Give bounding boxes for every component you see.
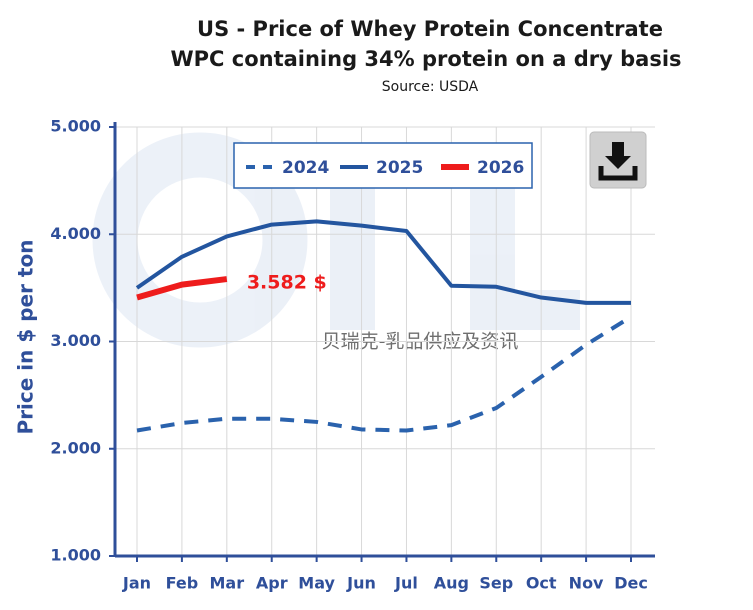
y-tick-label: 2.000 [50,438,101,457]
chart-subtitle: WPC containing 34% protein on a dry basi… [170,47,681,71]
series-line [136,276,228,301]
x-tick-label: Aug [434,574,469,593]
series-line [136,315,633,433]
x-tick-label: Apr [256,574,288,593]
x-tick-label: May [298,574,335,593]
download-tray[interactable] [598,166,638,181]
y-tick-label: 3.000 [50,331,101,350]
legend: 2024 2025 2026 [233,142,533,189]
x-tick-label: Dec [614,574,648,593]
legend-label: 2026 [477,158,524,178]
chart-title: US - Price of Whey Protein Concentrate [197,17,663,41]
source: Source: USDA [382,79,479,95]
y-tick-label: 5.000 [50,117,101,136]
x-tick-label: Nov [569,574,604,593]
legend-label: 2024 [282,158,329,178]
y-tick-label: 4.000 [50,224,101,243]
series-line [135,219,631,305]
download-button[interactable] [589,131,647,189]
legend-label: 2025 [376,158,423,178]
x-tick-label: Jun [346,574,376,593]
x-tick-label: Mar [210,574,245,593]
x-tick-label: Jan [122,574,151,593]
y-axis-label: Price in $ per ton [14,240,38,435]
x-tick-label: Jul [394,574,418,593]
data-label: 3.582 $ [247,272,327,294]
x-tick-label: Oct [526,574,557,593]
y-tick-label: 1.000 [50,546,101,565]
download-icon[interactable] [605,142,631,169]
legend-box [233,142,533,189]
x-tick-label: Feb [166,574,199,593]
x-tick-label: Sep [479,574,513,593]
